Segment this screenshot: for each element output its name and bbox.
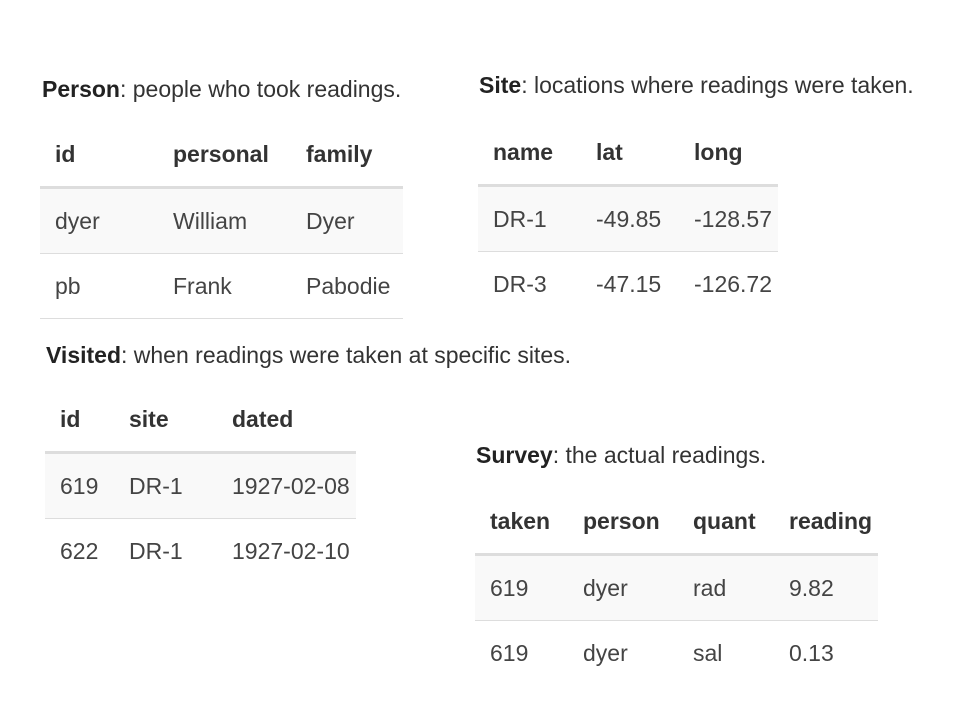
table-row: 619 dyer sal 0.13 [475,621,878,686]
person-title: Person [42,76,120,102]
table-cell: 0.13 [789,639,834,666]
survey-title: Survey [476,442,553,468]
table-header-row: name lat long [478,120,778,187]
table-cell: dyer [583,639,628,666]
table-cell: dyer [568,554,678,621]
column-header: site [114,387,217,454]
table-row: DR-1 -49.85 -128.57 [478,185,778,252]
column-header: reading [774,489,878,556]
person-caption: Person: people who took readings. [42,75,401,103]
table-header-row: id site dated [45,387,356,454]
column-header: dated [217,387,356,454]
table-row: 619 DR-1 1927-02-08 [45,452,356,519]
table-cell: pb [40,253,158,319]
site-description: : locations where readings were taken. [521,72,914,98]
column-header: id [40,122,158,189]
table-cell: DR-1 [478,185,581,252]
table-row: 622 DR-1 1927-02-10 [45,519,356,584]
table-cell: -126.72 [694,270,773,297]
column-header: personal [158,122,291,189]
visited-description: : when readings were taken at specific s… [121,342,572,368]
person-description: : people who took readings. [119,76,402,102]
table-cell: William [158,187,291,254]
visited-caption: Visited: when readings were taken at spe… [46,341,571,369]
table-cell: Frank [158,253,291,319]
visited-title: Visited [46,342,121,368]
column-header: family [291,122,403,189]
column-header: person [568,489,678,556]
table-cell: -49.85 [581,185,679,252]
person-table: id personal family dyer William Dyer pb … [40,122,403,319]
table-header-row: taken person quant reading [475,489,878,556]
table-cell: sal [693,639,723,666]
site-title: Site [479,72,522,98]
column-header: id [45,387,114,454]
table-cell: 9.82 [774,554,878,621]
column-header: name [478,120,581,187]
visited-table: id site dated 619 DR-1 1927-02-08 622 DR… [45,387,356,583]
table-cell: 1927-02-08 [217,452,356,519]
site-caption: Site: locations where readings were take… [479,71,914,99]
survey-table: taken person quant reading 619 dyer rad … [475,489,878,685]
table-cell: Pabodie [291,253,403,319]
table-cell: -47.15 [596,270,662,297]
table-cell: 619 [490,639,529,666]
survey-caption: Survey: the actual readings. [476,441,766,469]
table-cell: DR-3 [493,270,547,297]
table-cell: 1927-02-10 [232,537,350,564]
table-row: 619 dyer rad 9.82 [475,554,878,621]
table-row: dyer William Dyer [40,187,403,254]
table-row: pb Frank Pabodie [40,253,403,319]
column-header: lat [581,120,679,187]
table-cell: 619 [475,554,568,621]
table-header-row: id personal family [40,122,403,189]
table-row: DR-3 -47.15 -126.72 [478,252,778,317]
survey-description: : the actual readings. [552,442,767,468]
site-table: name lat long DR-1 -49.85 -128.57 DR-3 -… [478,120,778,316]
column-header: long [679,120,778,187]
column-header: quant [678,489,774,556]
table-cell: DR-1 [129,537,183,564]
table-cell: 622 [60,537,99,564]
table-cell: 619 [45,452,114,519]
table-cell: rad [678,554,774,621]
table-cell: -128.57 [679,185,778,252]
table-cell: DR-1 [114,452,217,519]
column-header: taken [475,489,568,556]
table-cell: Dyer [291,187,403,254]
table-cell: dyer [40,187,158,254]
